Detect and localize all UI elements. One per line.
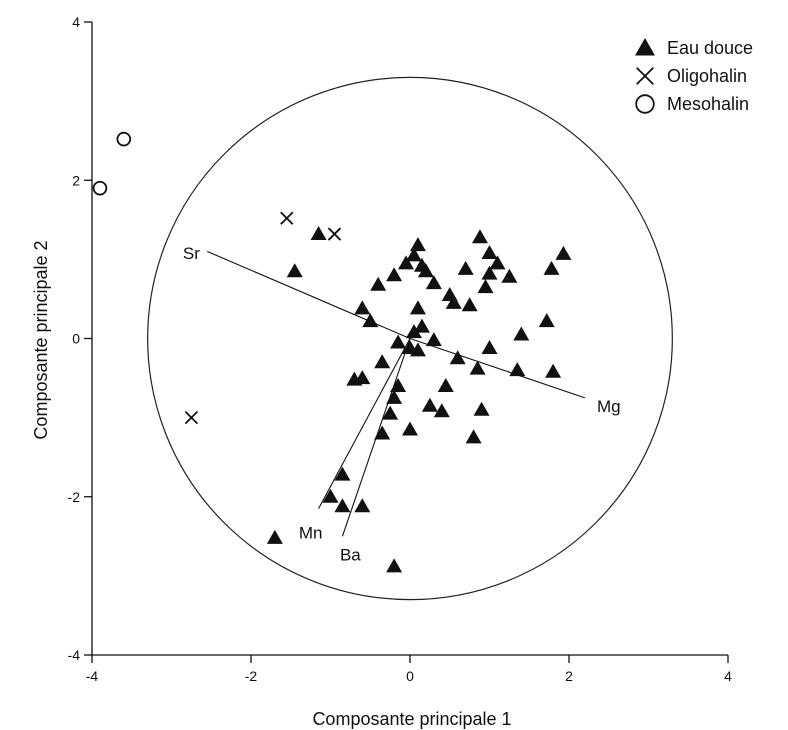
point-eau-douce: [374, 354, 391, 369]
correlation-circle: [147, 76, 673, 601]
point-eau-douce: [471, 229, 488, 244]
point-mesohalin: [92, 180, 108, 196]
point-eau-douce: [362, 313, 379, 328]
point-eau-douce: [473, 401, 490, 416]
y-tick-label: 2: [72, 172, 80, 188]
data-points-layer: [92, 131, 572, 573]
loading-vector-mn: [318, 338, 411, 509]
point-eau-douce: [386, 389, 403, 404]
y-tick-label: 0: [72, 331, 80, 347]
loading-label-sr: Sr: [183, 244, 200, 263]
point-eau-douce: [382, 405, 399, 420]
point-eau-douce: [374, 425, 391, 440]
point-eau-douce: [481, 265, 498, 280]
point-eau-douce: [461, 297, 478, 312]
point-eau-douce: [386, 558, 403, 573]
point-eau-douce: [421, 397, 438, 412]
legend-label-oligohalin: Oligohalin: [667, 66, 747, 86]
point-eau-douce: [445, 294, 462, 309]
point-oligohalin-stroke-b: [184, 410, 199, 425]
y-tick-label: -2: [68, 489, 81, 505]
point-eau-douce: [386, 267, 403, 282]
point-eau-douce: [501, 268, 518, 283]
point-eau-douce: [457, 260, 474, 275]
point-eau-douce: [543, 260, 560, 275]
point-eau-douce: [409, 342, 426, 357]
loading-vector-mg: [409, 337, 586, 399]
legend: Eau douce Oligohalin Mesohalin: [635, 38, 753, 114]
point-eau-douce: [354, 498, 371, 513]
point-eau-douce: [405, 247, 422, 262]
point-mesohalin: [116, 131, 132, 147]
point-oligohalin: [184, 410, 199, 425]
point-oligohalin: [327, 227, 342, 241]
axes-layer: -4 -2 0 2 4 -4 -2 0 2 4: [68, 14, 733, 684]
point-oligohalin-stroke-b: [327, 227, 342, 241]
loading-label-mn: Mn: [299, 523, 323, 542]
point-eau-douce: [509, 362, 526, 377]
y-tick-label: -4: [68, 647, 81, 663]
y-tick-label: 4: [72, 14, 80, 30]
point-eau-douce: [413, 318, 430, 333]
point-eau-douce: [354, 370, 371, 385]
correlation-circle-layer: [147, 76, 673, 601]
point-oligohalin: [280, 211, 294, 225]
point-eau-douce: [334, 498, 351, 513]
point-eau-douce: [545, 363, 562, 378]
loading-label-mg: Mg: [597, 397, 621, 416]
loading-vectors-layer: Sr Mg Mn Ba: [183, 244, 621, 564]
point-eau-douce: [286, 263, 303, 278]
point-oligohalin-stroke-b: [280, 211, 294, 225]
point-eau-douce: [477, 279, 494, 294]
legend-label-mesohalin: Mesohalin: [667, 94, 749, 114]
point-eau-douce: [433, 403, 450, 418]
legend-marker-eau-douce: [635, 38, 655, 56]
legend-marker-oligohalin: [636, 67, 654, 85]
loading-label-ba: Ba: [340, 546, 361, 565]
point-eau-douce: [398, 255, 415, 270]
point-eau-douce: [469, 360, 486, 375]
point-eau-douce: [390, 334, 407, 349]
point-eau-douce: [322, 488, 339, 503]
point-eau-douce: [449, 350, 466, 365]
point-eau-douce: [334, 466, 351, 481]
legend-label-eau-douce: Eau douce: [667, 38, 753, 58]
x-tick-label: -4: [86, 668, 99, 684]
point-eau-douce: [354, 300, 371, 315]
x-axis-title: Composante principale 1: [312, 709, 511, 729]
point-eau-douce: [513, 326, 530, 341]
point-eau-douce: [489, 255, 506, 270]
legend-marker-oligohalin-stroke-b: [636, 67, 654, 85]
x-tick-label: -2: [245, 668, 258, 684]
point-eau-douce: [390, 377, 407, 392]
point-eau-douce: [370, 276, 387, 291]
point-eau-douce: [538, 313, 555, 328]
point-eau-douce: [555, 245, 572, 260]
point-eau-douce: [481, 245, 498, 260]
point-eau-douce: [409, 300, 426, 315]
point-eau-douce: [425, 332, 442, 347]
x-tick-label: 0: [406, 668, 414, 684]
legend-marker-mesohalin: [635, 94, 655, 114]
point-eau-douce: [409, 237, 426, 252]
y-axis-title: Composante principale 2: [31, 240, 51, 439]
point-eau-douce: [402, 421, 418, 436]
point-eau-douce: [266, 529, 283, 544]
point-eau-douce: [465, 429, 482, 444]
point-eau-douce: [425, 275, 442, 290]
point-eau-douce: [310, 226, 327, 241]
point-eau-douce: [437, 377, 454, 392]
loading-vector-sr: [207, 250, 411, 340]
x-tick-label: 4: [724, 668, 732, 684]
point-eau-douce: [481, 339, 498, 354]
point-eau-douce: [405, 324, 422, 339]
point-eau-douce: [417, 263, 434, 278]
x-tick-label: 2: [565, 668, 573, 684]
